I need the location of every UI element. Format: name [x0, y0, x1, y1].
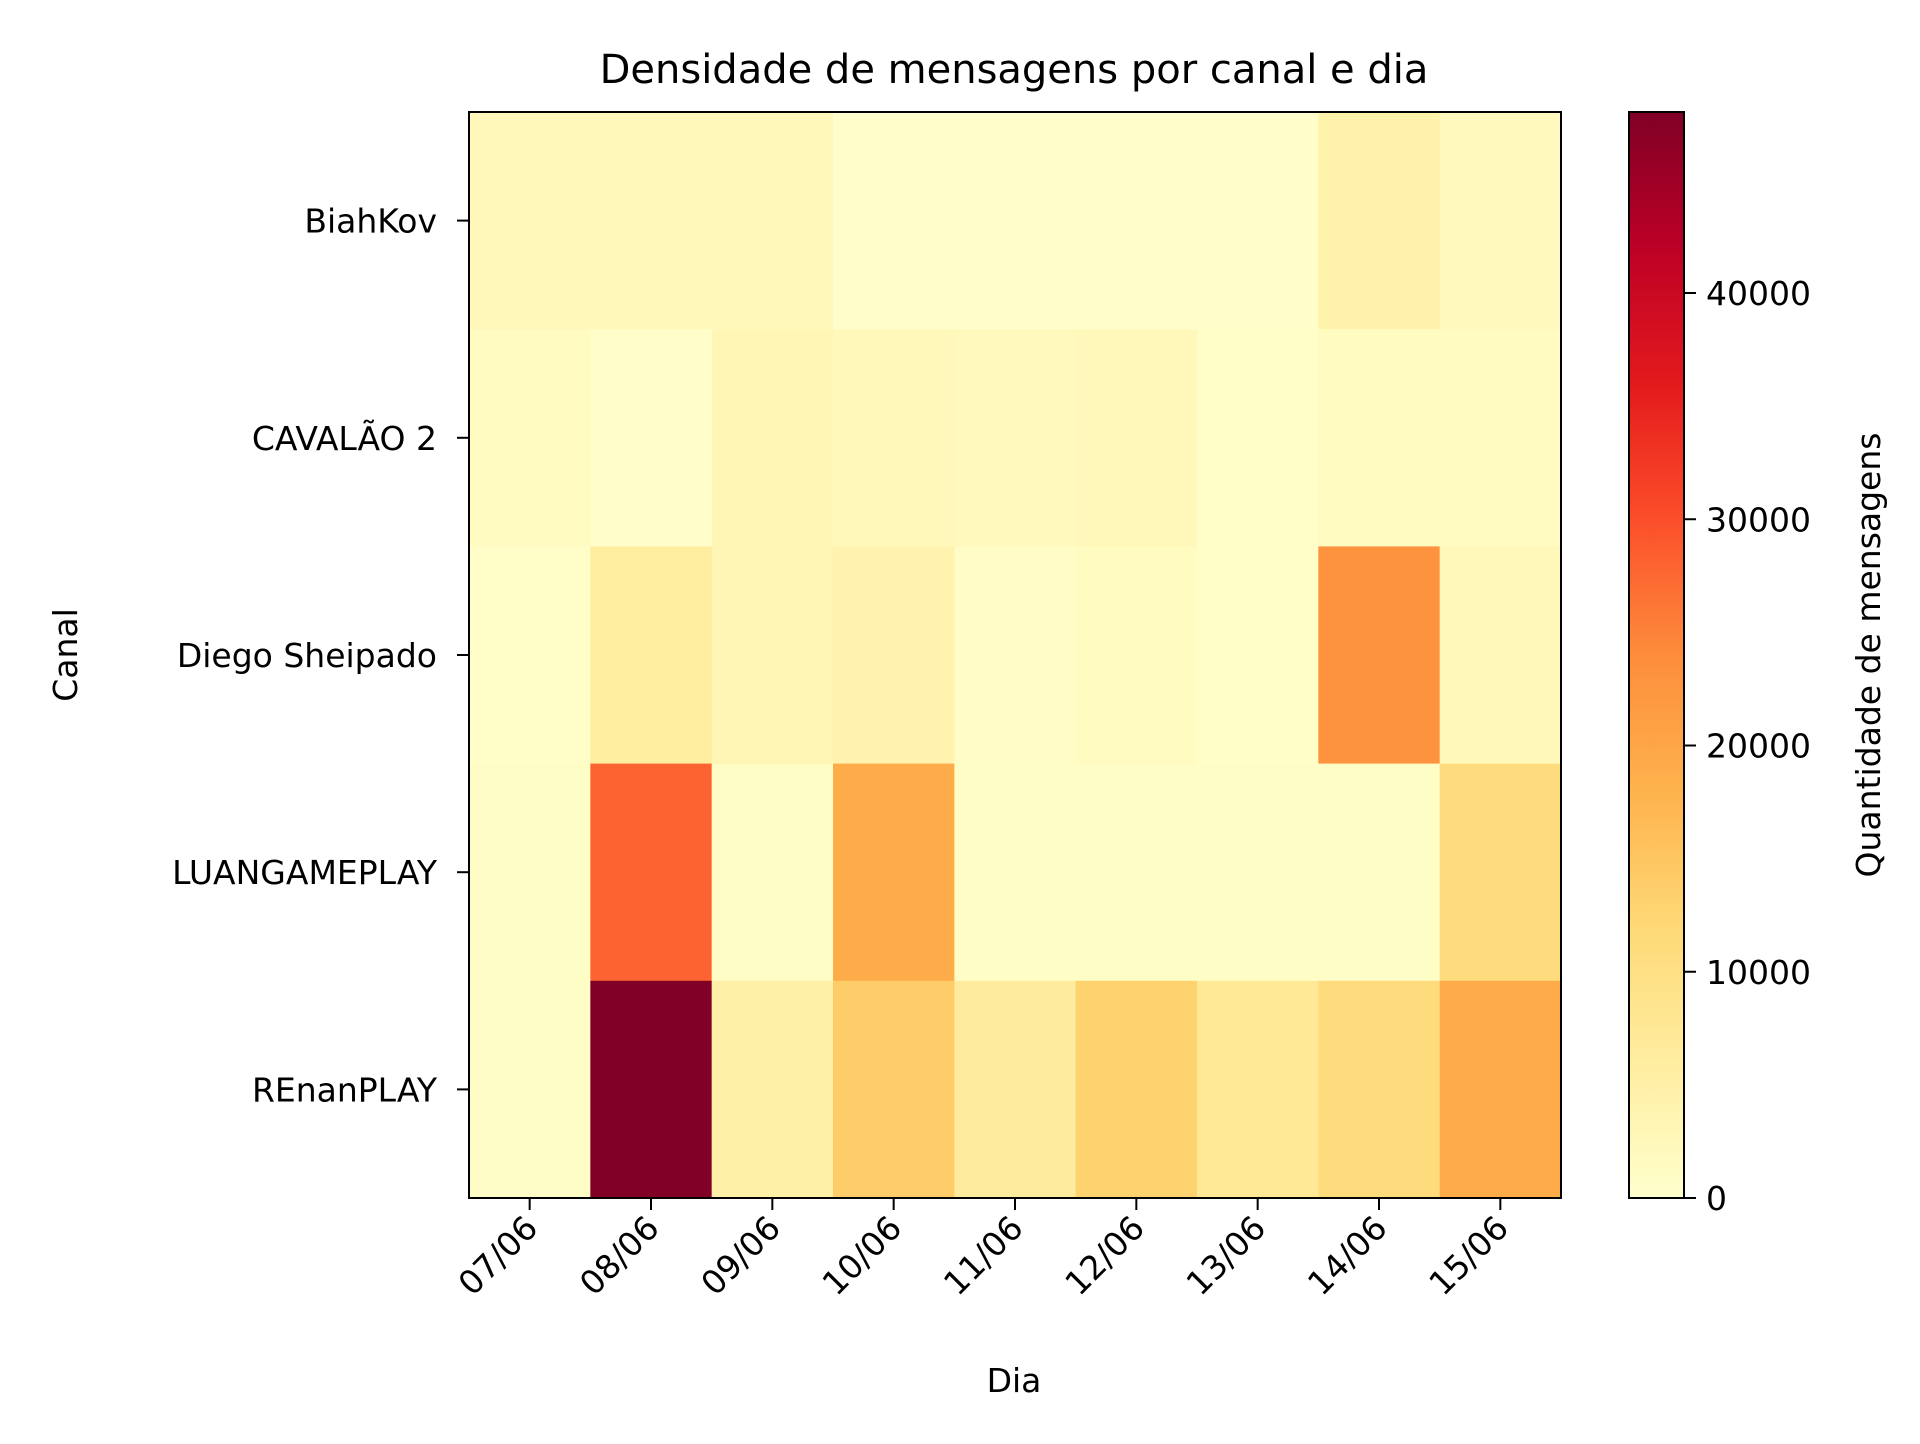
heatmap-cell: [833, 546, 955, 765]
heatmap-cell: [711, 546, 834, 765]
heatmap-cell: [590, 980, 713, 1199]
heatmap-cell: [954, 112, 1077, 330]
y-tick-label: CAVALÃO 2: [252, 419, 437, 458]
heatmap-cell: [590, 763, 713, 982]
colorbar-ticks: 0 10000 20000 30000 40000: [1684, 274, 1811, 1218]
heatmap-cell: [833, 329, 955, 547]
x-tick-label: 12/06: [1057, 1208, 1152, 1303]
heatmap-cell: [469, 329, 591, 547]
heatmap-cell: [711, 980, 834, 1199]
heatmap-cell: [1318, 980, 1441, 1199]
x-tick-label: 14/06: [1300, 1208, 1395, 1303]
heatmap-cell: [833, 112, 955, 330]
colorbar-label: Quantidade de mensagens: [1849, 433, 1888, 878]
heatmap-cell: [1197, 329, 1319, 547]
heatmap-cell: [469, 546, 591, 765]
heatmap-cell: [1197, 763, 1319, 982]
heatmap-cell: [1197, 546, 1319, 765]
y-tick-label: REnanPLAY: [252, 1070, 438, 1109]
heatmap-cell: [711, 763, 834, 982]
chart-title: Densidade de mensagens por canal e dia: [600, 47, 1429, 93]
y-tick-label: Diego Sheipado: [177, 636, 437, 675]
heatmap-cell: [1439, 980, 1562, 1199]
x-tick-label: 15/06: [1421, 1208, 1516, 1303]
heatmap-cell: [590, 329, 713, 547]
heatmap-cell: [1075, 329, 1198, 547]
heatmap-cell: [1197, 980, 1319, 1199]
heatmap-cells: [469, 112, 1562, 1199]
heatmap-cell: [1439, 112, 1562, 330]
colorbar-tick-label: 10000: [1706, 953, 1811, 992]
colorbar: [1628, 111, 1685, 1199]
heatmap-cell: [1318, 546, 1441, 765]
y-tick-label: LUANGAMEPLAY: [172, 853, 438, 892]
colorbar-tick-label: 40000: [1706, 274, 1811, 313]
heatmap-cell: [954, 980, 1077, 1199]
heatmap-cell: [1318, 112, 1441, 330]
x-tick-label: 09/06: [693, 1208, 788, 1303]
heatmap-cell: [1439, 546, 1562, 765]
heatmap-cell: [833, 980, 955, 1199]
heatmap-cell: [590, 546, 713, 765]
heatmap-cell: [954, 329, 1077, 547]
colorbar-tick-label: 30000: [1706, 500, 1811, 539]
heatmap-cell: [1439, 329, 1562, 547]
y-axis-label: Canal: [46, 608, 85, 702]
heatmap-cell: [711, 112, 834, 330]
colorbar-tick-label: 20000: [1706, 727, 1811, 766]
heatmap-cell: [469, 763, 591, 982]
heatmap-cell: [1075, 763, 1198, 982]
x-tick-label: 07/06: [450, 1208, 545, 1303]
heatmap-cell: [954, 763, 1077, 982]
x-tick-label: 10/06: [814, 1208, 909, 1303]
x-axis-label: Dia: [987, 1361, 1042, 1400]
heatmap-cell: [469, 980, 591, 1199]
heatmap-cell: [1197, 112, 1319, 330]
x-tick-label: 13/06: [1178, 1208, 1273, 1303]
x-tick-label: 08/06: [572, 1208, 667, 1303]
y-tick-label: BiahKov: [304, 202, 437, 241]
heatmap-cell: [1318, 329, 1441, 547]
heatmap-cell: [711, 329, 834, 547]
heatmap-cell: [833, 763, 955, 982]
heatmap-cell: [1318, 763, 1441, 982]
heatmap-cell: [1439, 763, 1562, 982]
heatmap-cell: [1075, 980, 1198, 1199]
x-tick-label: 11/06: [936, 1208, 1031, 1303]
y-axis: BiahKov CAVALÃO 2 Diego Sheipado LUANGAMEPL…: [172, 202, 469, 1109]
heatmap-cell: [1075, 546, 1198, 765]
x-axis: 07/06 08/06 09/06 10/06 11/06 12/06 13/06 14/06…: [450, 1198, 1516, 1303]
heatmap-cell: [469, 112, 591, 330]
heatmap-cell: [954, 546, 1077, 765]
colorbar-tick-label: 0: [1706, 1179, 1727, 1218]
heatmap-cell: [590, 112, 713, 330]
heatmap-cell: [1075, 112, 1198, 330]
